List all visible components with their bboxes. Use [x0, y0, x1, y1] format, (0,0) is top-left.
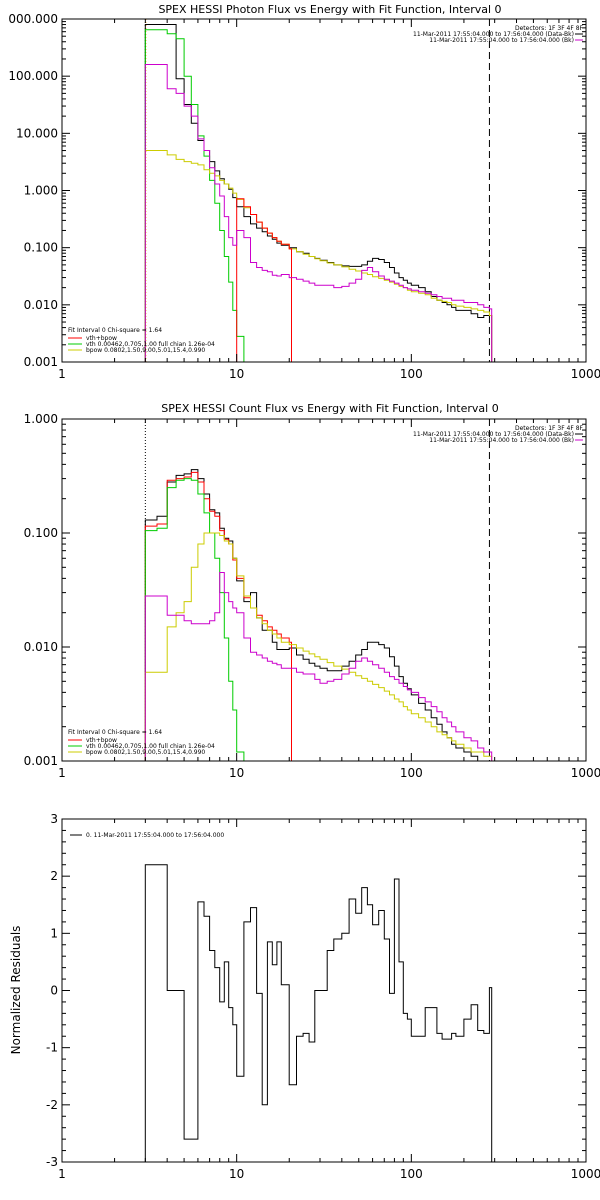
photon-xtick-label: 100	[400, 367, 423, 381]
photon-plot-area	[144, 19, 493, 363]
residuals-ytick-label: -3	[46, 1155, 58, 1169]
count-series-bk	[144, 572, 493, 761]
photon-ticks: 1 10 100 1000 0.001 0.010 0.100 1.000 10.000 100.…	[8, 12, 600, 381]
count-legend-bk: 11-Mar-2011 17:55:04.000 to 17:56:04.000…	[429, 437, 574, 444]
residuals-ytick-label: -2	[46, 1098, 58, 1112]
photon-series-vth	[144, 29, 253, 363]
count-legend-detectors: Detectors: 1F 3F 4F 8F	[515, 425, 584, 432]
count-axes-frame	[61, 418, 587, 762]
count-legend-data: 11-Mar-2011 17:55:04.000 to 17:56:04.000…	[413, 431, 574, 438]
photon-ytick-label: 100.000	[8, 69, 58, 83]
count-legend-fit: Fit Interval 0 Chi-square = 1.64	[68, 729, 162, 736]
count-ytick-label: 1.000	[24, 412, 58, 426]
photon-ytick-label: 0.100	[24, 241, 58, 255]
count-legend-bottom: Fit Interval 0 Chi-square = 1.64 vth+bpo…	[68, 729, 215, 756]
residuals-xtick-label: 1	[58, 1167, 66, 1181]
residuals-panel: 1 10 100 1000 -3 -2 -1 0 1 2 3 Normalized Residual…	[9, 812, 600, 1181]
count-legend-top: Detectors: 1F 3F 4F 8F 11-Mar-2011 17:55…	[413, 425, 584, 444]
photon-ytick-label: 1.000	[24, 184, 58, 198]
count-plot-area	[144, 419, 493, 762]
photon-legend-bpow: bpow 0.0802,1.50,9.00,5.01,15.4,0.990	[86, 347, 205, 354]
count-legend-total: vth+bpow	[86, 737, 117, 744]
photon-xtick-label: 10	[229, 367, 244, 381]
residuals-ytick-label: -1	[46, 1041, 58, 1055]
photon-legend-vth: vth 0.00462,0.705,1.00 full chian 1.26e-…	[86, 341, 215, 348]
photon-series-bk	[144, 64, 493, 362]
residuals-xtick-label: 10	[229, 1167, 244, 1181]
count-legend-vth: vth 0.00462,0.705,1.00 full chian 1.26e-…	[86, 743, 215, 750]
photon-legend-detectors: Detectors: 1F 3F 4F 8F	[515, 25, 584, 32]
residuals-legend: 0. 11-Mar-2011 17:55:04.000 to 17:56:04.…	[70, 832, 224, 839]
count-panel: SPEX HESSI Count Flux vs Energy with Fit…	[24, 402, 600, 780]
count-ytick-label: 0.010	[24, 640, 58, 654]
residuals-ytick-label: 2	[50, 869, 58, 883]
photon-ytick-label: 000.000	[8, 12, 58, 26]
residuals-ytick-label: 3	[50, 812, 58, 826]
residuals-ytick-label: 0	[50, 984, 58, 998]
residuals-xtick-label: 100	[400, 1167, 423, 1181]
photon-panel: SPEX HESSI Photon Flux vs Energy with Fi…	[8, 3, 600, 381]
count-ytick-label: 0.001	[24, 754, 58, 768]
photon-ytick-label: 0.001	[24, 355, 58, 369]
photon-legend-data: 11-Mar-2011 17:55:04.000 to 17:56:04.000…	[413, 31, 574, 38]
photon-legend-bottom: Fit Interval 0 Chi-square = 1.64 vth+bpo…	[68, 327, 215, 354]
photon-ytick-label: 0.010	[24, 298, 58, 312]
count-xtick-label: 10	[229, 766, 244, 780]
photon-ytick-label: 10.000	[16, 126, 58, 140]
photon-legend-total: vth+bpow	[86, 335, 117, 342]
photon-legend-bk: 11-Mar-2011 17:55:04.000 to 17:56:04.000…	[429, 37, 574, 44]
residuals-ylabel: Normalized Residuals	[9, 926, 23, 1055]
count-legend-bpow: bpow 0.0802,1.50,9.00,5.01,15.4,0.990	[86, 749, 205, 756]
residuals-series-residuals	[144, 864, 493, 1162]
residuals-legend-text: 0. 11-Mar-2011 17:55:04.000 to 17:56:04.…	[86, 832, 224, 839]
photon-legend-top: Detectors: 1F 3F 4F 8F 11-Mar-2011 17:55…	[413, 25, 584, 44]
count-series-vth	[144, 478, 247, 762]
count-xtick-label: 1000	[571, 766, 600, 780]
residuals-ytick-label: 1	[50, 926, 58, 940]
count-series-bpow	[144, 532, 493, 761]
photon-axes-frame	[61, 18, 587, 363]
count-ticks: 1 10 100 1000 0.001 0.010 0.100 1.000	[24, 412, 600, 780]
count-ytick-label: 0.100	[24, 526, 58, 540]
residuals-xtick-label: 1000	[571, 1167, 600, 1181]
photon-series-total	[236, 198, 292, 362]
count-xtick-label: 100	[400, 766, 423, 780]
count-xtick-label: 1	[58, 766, 66, 780]
count-series-data	[144, 469, 492, 762]
photon-xtick-label: 1000	[571, 367, 600, 381]
photon-series-bpow	[144, 150, 493, 362]
count-title: SPEX HESSI Count Flux vs Energy with Fit…	[161, 402, 498, 415]
photon-title: SPEX HESSI Photon Flux vs Energy with Fi…	[158, 3, 501, 16]
photon-series-data	[144, 24, 493, 362]
photon-xtick-label: 1	[58, 367, 66, 381]
photon-legend-fit: Fit Interval 0 Chi-square = 1.64	[68, 327, 162, 334]
residuals-plot-area	[144, 864, 493, 1162]
residuals-ticks: 1 10 100 1000 -3 -2 -1 0 1 2 3	[46, 812, 600, 1181]
